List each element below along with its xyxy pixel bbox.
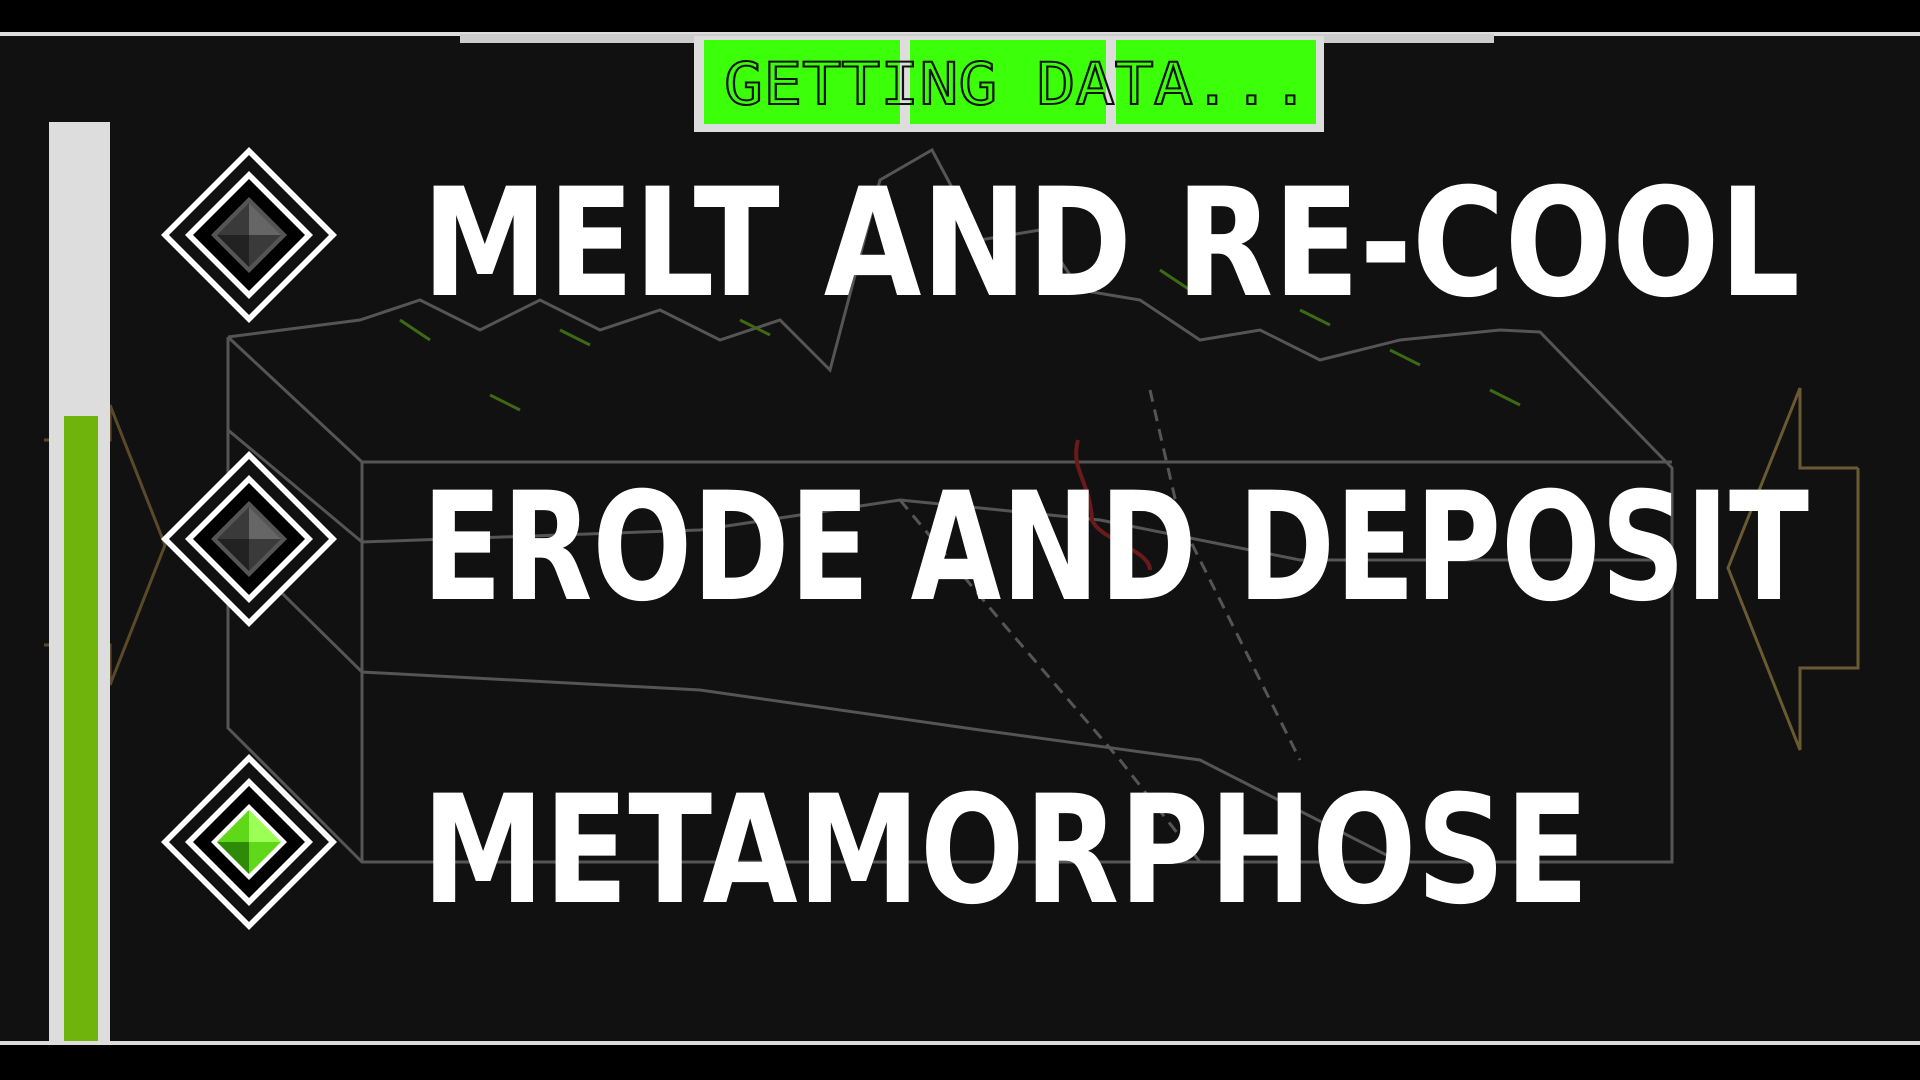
menu: MELT AND RE-COOL ERODE AND DEPOSIT METAMOR… xyxy=(161,147,1809,938)
grass-tufts xyxy=(399,268,1521,412)
option-gem-facet xyxy=(217,842,249,874)
option-label[interactable]: ERODE AND DEPOSIT xyxy=(422,461,1809,635)
menu-option[interactable]: ERODE AND DEPOSIT xyxy=(161,451,1809,635)
status-segment xyxy=(910,40,1106,124)
option-gem-facet xyxy=(249,507,281,539)
progress-fill xyxy=(64,416,98,1041)
right-arrow[interactable] xyxy=(1726,387,1860,751)
status-text: GETTING DATA... xyxy=(724,50,1310,118)
magma-trace xyxy=(1074,439,1152,571)
option-gem-facet xyxy=(249,810,281,842)
option-label[interactable]: MELT AND RE-COOL xyxy=(422,157,1800,331)
option-label[interactable]: METAMORPHOSE xyxy=(422,764,1589,938)
status-segment xyxy=(1116,40,1316,124)
status-segment xyxy=(704,40,900,124)
menu-option[interactable]: MELT AND RE-COOL xyxy=(161,147,1800,331)
landform-illustration xyxy=(226,147,1674,864)
option-gem-facet xyxy=(217,539,249,571)
option-gem-facet xyxy=(249,203,281,235)
option-gem-facet xyxy=(217,235,249,267)
menu-option[interactable]: METAMORPHOSE xyxy=(161,754,1589,938)
